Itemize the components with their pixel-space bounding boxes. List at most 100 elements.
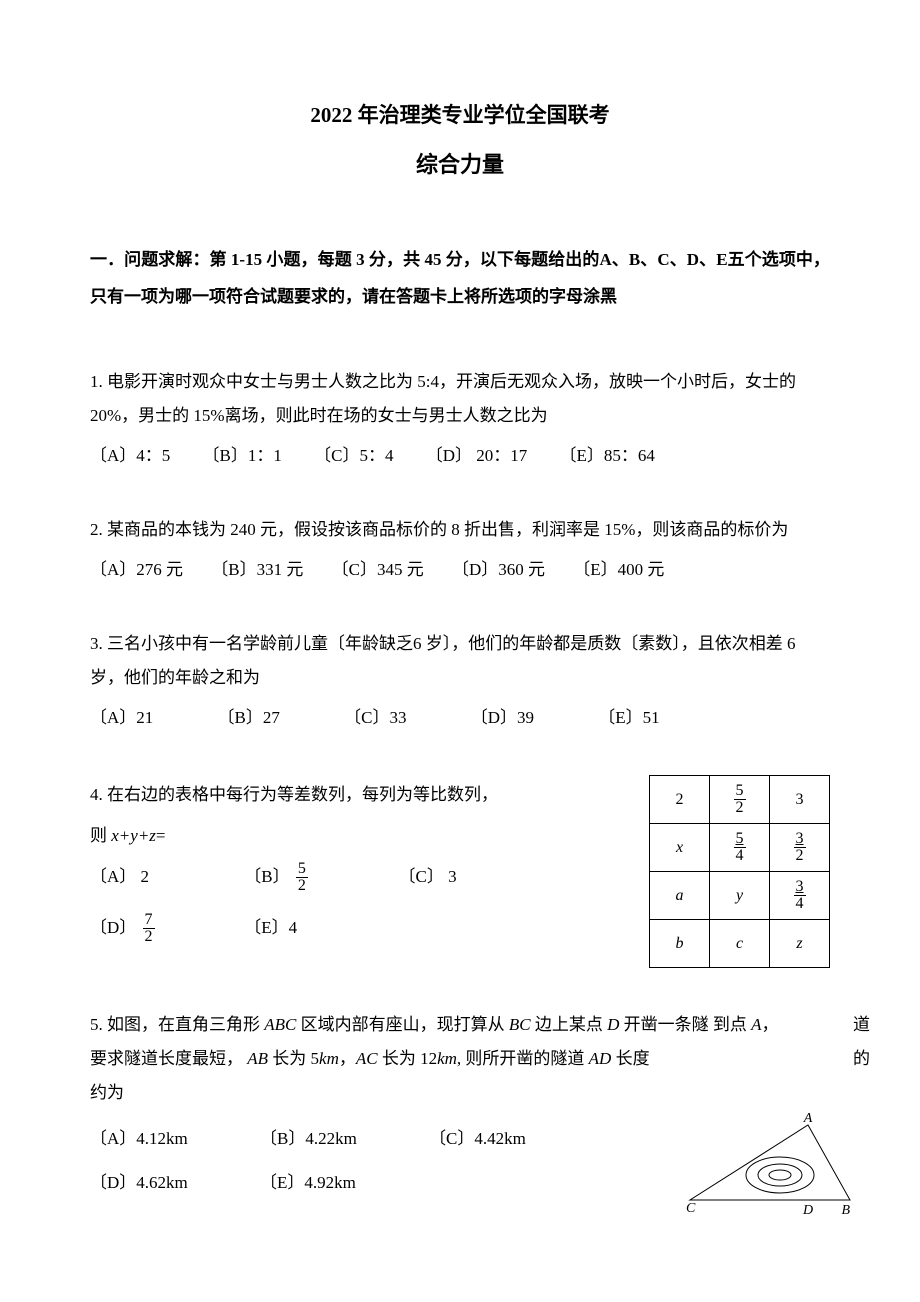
q1-opt-c: 〔C〕5：4 xyxy=(314,446,393,465)
q5-t10: , 则所开凿的隧道 xyxy=(457,1049,589,1068)
q4-then: 则 x+y+z= xyxy=(90,816,625,857)
q1-stem: 1. 电影开演时观众中女士与男士人数之比为 5:4，开演后无观众入场，放映一个小… xyxy=(90,365,830,433)
q4-equals: = xyxy=(156,826,166,845)
q5-opt-b: 〔B〕4.22km xyxy=(260,1129,385,1148)
question-2: 2. 某商品的本钱为 240 元，假设按该商品标价的 8 折出售，利润率是 15… xyxy=(90,513,830,587)
q5-a: A xyxy=(751,1015,761,1034)
q4-opt-b: 〔B〕 52 xyxy=(244,857,394,898)
table-row: 2 52 3 xyxy=(650,776,830,824)
q4-opt-b-den: 2 xyxy=(296,878,308,894)
question-3: 3. 三名小孩中有一名学龄前儿童〔年龄缺乏6 岁〕，他们的年龄都是质数〔素数〕，… xyxy=(90,627,830,735)
q5-t7: 长为 5 xyxy=(268,1049,319,1068)
q2-opt-e: 〔E〕400 元 xyxy=(573,560,664,579)
q5-figure: A C D B xyxy=(680,1110,860,1220)
q4-opt-b-prefix: 〔B〕 xyxy=(244,867,289,886)
q3-opt-a: 〔A〕21 xyxy=(90,708,153,727)
q5-ac: AC xyxy=(356,1049,378,1068)
q4-t-r2c2: 54 xyxy=(710,824,770,872)
table-row: x 54 32 xyxy=(650,824,830,872)
q2-opt-b: 〔B〕331 元 xyxy=(211,560,303,579)
fig-label-d: D xyxy=(802,1203,813,1218)
q1-opt-e: 〔E〕85：64 xyxy=(560,446,655,465)
exam-title: 2022 年治理类专业学位全国联考 xyxy=(90,100,830,132)
q4-opt-d-num: 7 xyxy=(143,912,155,929)
q5-margin2: 的 xyxy=(853,1042,870,1076)
fig-label-c: C xyxy=(686,1201,696,1216)
q2-opt-a: 〔A〕276 元 xyxy=(90,560,183,579)
q4-t-r1c3: 3 xyxy=(770,776,830,824)
fig-label-b: B xyxy=(841,1203,850,1218)
q2-stem: 2. 某商品的本钱为 240 元，假设按该商品标价的 8 折出售，利润率是 15… xyxy=(90,513,830,547)
q4-t-r1c2: 52 xyxy=(710,776,770,824)
q5-opt-e: 〔E〕4.92km xyxy=(260,1173,384,1192)
frac-den: 4 xyxy=(734,848,746,864)
q4-opt-d: 〔D〕 72 xyxy=(90,908,240,949)
q5-t4: 开凿一条隧 xyxy=(619,1015,708,1034)
fig-label-a: A xyxy=(803,1111,813,1126)
q3-opt-e: 〔E〕51 xyxy=(598,708,659,727)
q5-km1: km xyxy=(319,1049,339,1068)
q5-ab: AB xyxy=(247,1049,268,1068)
q5-stem: 5. 如图，在直角三角形 ABC 区域内部有座山，现打算从 BC 边上某点 D … xyxy=(90,1008,780,1110)
question-1: 1. 电影开演时观众中女士与男士人数之比为 5:4，开演后无观众入场，放映一个小… xyxy=(90,365,830,473)
q2-opt-c: 〔C〕345 元 xyxy=(332,560,424,579)
q4-opt-d-den: 2 xyxy=(143,929,155,945)
q4-opt-b-num: 5 xyxy=(296,861,308,878)
q5-t9: 长为 12 xyxy=(378,1049,438,1068)
q4-stem: 4. 在右边的表格中每行为等差数列，每列为等比数列， xyxy=(90,775,625,816)
q5-margin-notes: 道 的 xyxy=(853,1008,870,1076)
q4-t-r2c3: 32 xyxy=(770,824,830,872)
q5-t2: 区域内部有座山，现打算从 xyxy=(296,1015,509,1034)
question-5: 5. 如图，在直角三角形 ABC 区域内部有座山，现打算从 BC 边上某点 D … xyxy=(90,1008,830,1200)
q3-stem: 3. 三名小孩中有一名学龄前儿童〔年龄缺乏6 岁〕，他们的年龄都是质数〔素数〕，… xyxy=(90,627,830,695)
q4-options: 〔A〕 2 〔B〕 52 〔C〕 3 〔D〕 72 〔E〕4 xyxy=(90,857,625,949)
q4-opt-a: 〔A〕 2 xyxy=(90,857,240,898)
q4-expr: x+y+z xyxy=(111,826,156,845)
q4-t-r4c1: b xyxy=(650,920,710,968)
q4-opt-e: 〔E〕4 xyxy=(244,908,394,949)
q1-options: 〔A〕4：5 〔B〕1：1 〔C〕5：4 〔D〕 20：17 〔E〕85：64 xyxy=(90,439,830,473)
q1-opt-d: 〔D〕 20：17 xyxy=(426,446,528,465)
q5-t1: 5. 如图，在直角三角形 xyxy=(90,1015,264,1034)
q5-t3: 边上某点 xyxy=(531,1015,608,1034)
frac-num: 5 xyxy=(734,831,746,848)
q5-t11: 长度 xyxy=(611,1049,649,1068)
q5-d: D xyxy=(607,1015,619,1034)
q4-table: 2 52 3 x 54 32 a y 34 b c z xyxy=(649,775,830,968)
exam-subtitle: 综合力量 xyxy=(90,148,830,181)
q4-opt-d-prefix: 〔D〕 xyxy=(90,918,136,937)
frac-num: 5 xyxy=(734,783,746,800)
q4-t-r1c1: 2 xyxy=(650,776,710,824)
q5-abc: ABC xyxy=(264,1015,296,1034)
q5-ad: AD xyxy=(589,1049,612,1068)
q4-t-r4c3: z xyxy=(770,920,830,968)
question-4: 4. 在右边的表格中每行为等差数列，每列为等比数列， 则 x+y+z= 〔A〕 … xyxy=(90,775,830,968)
frac-num: 3 xyxy=(794,831,806,848)
q2-options: 〔A〕276 元 〔B〕331 元 〔C〕345 元 〔D〕360 元 〔E〕4… xyxy=(90,553,830,587)
q1-opt-a: 〔A〕4：5 xyxy=(90,446,170,465)
frac-den: 4 xyxy=(794,896,806,912)
q3-opt-d: 〔D〕39 xyxy=(471,708,534,727)
q4-t-r4c2: c xyxy=(710,920,770,968)
table-row: a y 34 xyxy=(650,872,830,920)
q5-options: 〔A〕4.12km 〔B〕4.22km 〔C〕4.42km 〔D〕4.62km … xyxy=(90,1122,780,1200)
q4-t-r3c1: a xyxy=(650,872,710,920)
q3-opt-c: 〔C〕33 xyxy=(344,708,406,727)
frac-num: 3 xyxy=(794,879,806,896)
q5-t8: ， xyxy=(339,1049,356,1068)
frac-den: 2 xyxy=(794,848,806,864)
section-header: 一．问题求解：第 1-15 小题，每题 3 分，共 45 分，以下每题给出的A、… xyxy=(90,241,830,316)
q3-options: 〔A〕21 〔B〕27 〔C〕33 〔D〕39 〔E〕51 xyxy=(90,701,830,735)
frac-den: 2 xyxy=(734,800,746,816)
q4-t-r3c3: 34 xyxy=(770,872,830,920)
q5-t5: 到点 xyxy=(713,1015,751,1034)
q3-opt-b: 〔B〕27 xyxy=(218,708,280,727)
q4-then-text: 则 xyxy=(90,826,111,845)
q5-opt-d: 〔D〕4.62km xyxy=(90,1173,216,1192)
q2-opt-d: 〔D〕360 元 xyxy=(452,560,545,579)
q4-t-r2c1: x xyxy=(650,824,710,872)
table-row: b c z xyxy=(650,920,830,968)
q1-opt-b: 〔B〕1：1 xyxy=(203,446,282,465)
q5-bc: BC xyxy=(509,1015,531,1034)
q5-opt-a: 〔A〕4.12km xyxy=(90,1129,216,1148)
